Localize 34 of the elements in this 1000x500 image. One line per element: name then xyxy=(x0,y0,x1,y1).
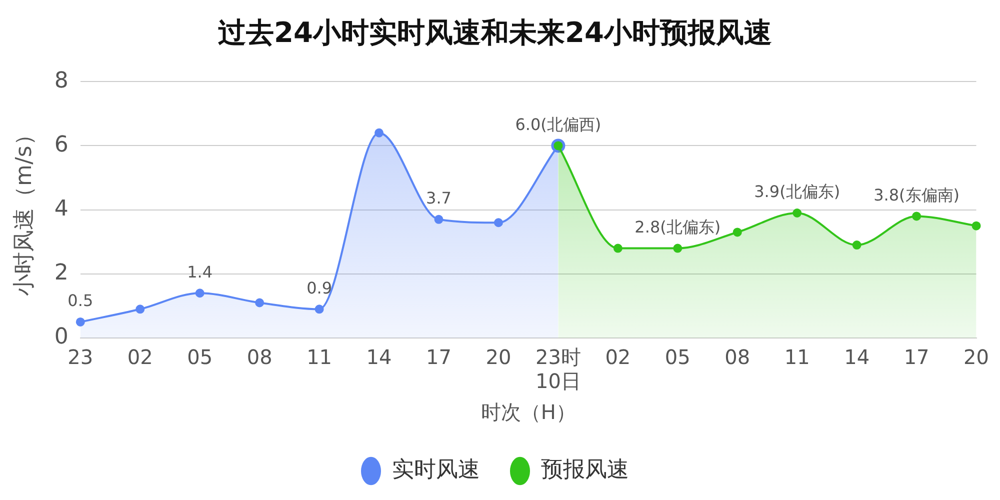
legend-label: 预报风速 xyxy=(541,458,629,483)
legend-label: 实时风速 xyxy=(392,458,480,483)
x-tick-label: 02 xyxy=(127,345,153,370)
y-tick-label: 6 xyxy=(54,132,68,158)
x-tick-label: 14 xyxy=(366,345,392,370)
y-tick-label: 8 xyxy=(54,68,68,94)
data-label: 3.7 xyxy=(426,188,452,208)
x-tick-label: 20 xyxy=(486,345,512,370)
x-tick-label: 20 xyxy=(964,345,989,370)
x-tick-label: 08 xyxy=(724,345,750,370)
data-label: 0.5 xyxy=(68,291,94,310)
data-label: 3.8(东偏南) xyxy=(874,185,960,204)
y-tick-label: 4 xyxy=(54,196,68,222)
x-tick-label: 11 xyxy=(784,345,810,370)
data-label: 3.9(北偏东) xyxy=(754,182,840,202)
data-label: 0.9 xyxy=(306,278,332,298)
y-axis-title: 小时风速（m/s） xyxy=(12,124,37,296)
x-tick-label: 17 xyxy=(426,345,452,370)
x-tick-label: 23时 10日 xyxy=(535,345,581,394)
x-tick-label: 05 xyxy=(187,345,213,370)
x-tick-label: 14 xyxy=(844,345,870,370)
data-label: 1.4 xyxy=(187,262,213,282)
x-tick-label: 11 xyxy=(306,345,332,370)
x-tick-label: 08 xyxy=(246,345,272,370)
chart-title: 过去24小时实时风速和未来24小时预报风速 xyxy=(217,16,772,50)
y-tick-label: 2 xyxy=(54,260,68,286)
y-tick-label: 0 xyxy=(54,324,68,350)
x-tick-label: 17 xyxy=(904,345,930,370)
data-label: 6.0(北偏西) xyxy=(515,114,602,134)
x-axis-title: 时次（H） xyxy=(480,400,576,424)
data-label: 2.8(北偏东) xyxy=(634,217,721,236)
x-tick-label: 23 xyxy=(68,345,94,370)
x-tick-label: 05 xyxy=(664,345,690,370)
x-tick-label: 02 xyxy=(605,345,631,370)
